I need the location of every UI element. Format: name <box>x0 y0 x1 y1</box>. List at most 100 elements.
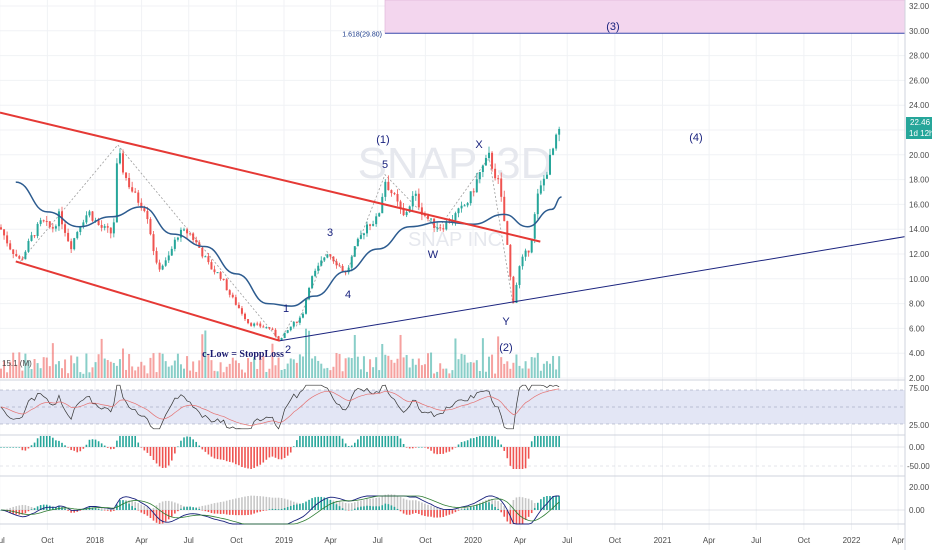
candle-body <box>387 181 390 191</box>
volume-bar <box>167 366 170 378</box>
macd-volume-bar <box>97 507 100 510</box>
oscillator-bar <box>439 447 441 454</box>
macd-hist-bar <box>472 506 475 510</box>
price-tick: 10.00 <box>909 275 930 284</box>
candle-body <box>0 227 2 230</box>
macd-hist-bar <box>512 510 515 524</box>
volume-bar <box>231 357 234 378</box>
macd-hist-bar <box>192 507 194 510</box>
oscillator-bar <box>238 447 240 466</box>
countdown-tag <box>906 128 932 139</box>
macd-pane[interactable] <box>0 494 905 525</box>
candle-body <box>402 208 405 216</box>
macd-volume-bar <box>131 501 133 510</box>
support-trendline[interactable] <box>279 236 906 342</box>
candle-body <box>9 243 12 250</box>
macd-hist-bar <box>256 510 258 513</box>
macd-hist-bar <box>350 509 353 511</box>
time-tick: Jul <box>0 536 5 545</box>
volume-bar <box>201 334 204 378</box>
price-pane[interactable] <box>0 0 905 380</box>
volume-bar <box>91 367 94 378</box>
rsi-pane[interactable] <box>0 384 905 430</box>
volume-bar <box>506 361 509 378</box>
candle-body <box>384 181 387 197</box>
volume-bar <box>387 355 390 378</box>
candle-body <box>329 254 332 257</box>
oscillator-bar <box>442 447 445 454</box>
oscillator-bar <box>167 447 170 466</box>
macd-volume-bar <box>167 500 170 510</box>
oscillator-bar <box>469 438 472 447</box>
macd-hist-bar <box>433 510 435 518</box>
candle-body <box>542 178 545 186</box>
oscillator-bar <box>21 447 24 451</box>
volume-bar <box>0 368 2 378</box>
volume-bar <box>341 371 344 378</box>
oscillator-histogram[interactable] <box>0 436 905 469</box>
volume-bar <box>70 355 73 378</box>
price-tick: 32.00 <box>909 2 930 11</box>
macd-hist-bar <box>119 500 121 510</box>
macd-hist-bar <box>369 505 371 510</box>
macd-volume-bar <box>274 497 277 510</box>
candle-body <box>460 205 463 209</box>
time-tick: Jul <box>562 536 572 545</box>
wave-minor-3-label: 3 <box>327 227 333 239</box>
time-axis[interactable]: Jul Oct 2018 Apr Jul Oct 2019 Apr Jul Oct 2020 Apr J… <box>0 536 905 545</box>
macd-hist-bar <box>424 510 426 517</box>
macd-hist-bar <box>311 498 313 510</box>
volume-bar <box>57 361 60 378</box>
oscillator-bar <box>45 436 48 447</box>
macd-hist-bar <box>18 510 21 515</box>
stop-loss-note: c-Low = StoppLoss <box>202 349 284 360</box>
channel-upper-line[interactable] <box>0 111 541 243</box>
macd-hist-bar <box>201 510 204 511</box>
candle-body <box>198 242 201 248</box>
macd-volume-bar <box>524 498 527 510</box>
candle-body <box>298 317 301 323</box>
oscillator-bar <box>506 447 509 459</box>
macd-hist-bar <box>238 510 240 516</box>
candle-body <box>332 256 335 262</box>
candle-body <box>356 238 359 247</box>
macd-volume-bar <box>134 501 136 510</box>
candle-body <box>414 193 417 196</box>
candle-body <box>558 128 561 135</box>
volume-bar <box>100 338 103 378</box>
volume-bar <box>411 358 414 378</box>
macd-hist-bar <box>61 507 63 510</box>
oscillator-bar <box>186 436 188 447</box>
macd-volume-bar <box>366 499 368 510</box>
macd-volume-bar <box>21 504 24 510</box>
oscillator-bar <box>527 447 530 459</box>
channel-lower-line[interactable] <box>15 260 281 342</box>
candle-body <box>79 226 82 233</box>
volume-bar <box>512 362 515 378</box>
candle-body <box>457 208 460 214</box>
price-axis[interactable] <box>905 0 932 550</box>
macd-volume-bar <box>228 499 231 510</box>
macd-volume-bar <box>369 498 371 510</box>
volume-bar <box>305 328 307 378</box>
candle-body <box>283 332 286 339</box>
oscillator-bar <box>12 447 14 448</box>
candle-body <box>109 227 112 234</box>
oscillator-bar <box>85 444 88 447</box>
volume-bar <box>222 372 225 378</box>
oscillator-bar <box>555 436 557 447</box>
macd-hist-bar <box>207 510 210 513</box>
time-tick: 2018 <box>86 536 104 545</box>
candle-body <box>204 256 207 258</box>
volume-bar <box>472 362 475 378</box>
oscillator-bar <box>131 436 133 447</box>
macd-hist-bar <box>421 510 423 516</box>
volume-bar <box>134 370 137 378</box>
macd-hist-bar <box>36 506 39 510</box>
candle-body <box>51 227 54 229</box>
target-zone[interactable] <box>384 0 906 34</box>
candle-body <box>137 192 140 203</box>
oscillator-bar <box>76 447 79 453</box>
volume-bar <box>6 372 9 378</box>
